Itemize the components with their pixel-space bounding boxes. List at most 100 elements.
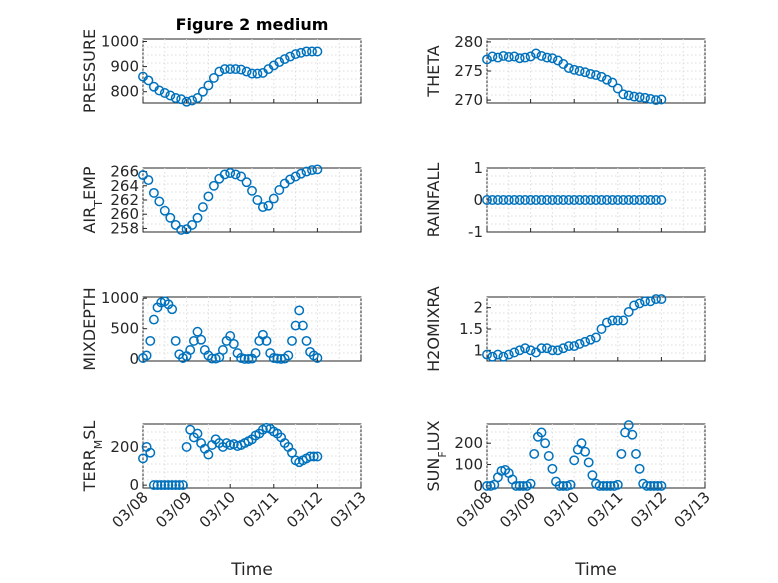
data-point [312,46,323,57]
data-point [308,451,319,462]
data-point [529,448,540,459]
data-point [542,343,552,354]
y-tick-label: 1 [473,159,483,177]
data-point [634,298,645,309]
data-point [645,296,656,307]
data-point [230,64,241,75]
data-point [148,480,159,491]
data-point [634,92,645,103]
data-point [219,64,230,75]
data-point [531,195,541,205]
data-point [187,219,198,230]
data-point [498,50,509,61]
data-point [598,480,609,491]
data-point [585,195,596,205]
data-point [525,345,536,356]
data-point [563,63,574,74]
data-point [312,353,323,363]
data-point [558,480,569,491]
data-point [138,453,148,464]
data-point [503,349,514,360]
data-point [482,195,492,205]
data-point [272,353,283,364]
data-point [525,51,536,62]
data-point [596,71,607,82]
data-point [509,51,520,62]
data-point [138,170,148,181]
data-point [274,57,285,68]
data-point [601,480,612,491]
x-tick-label: 03/09 [152,488,195,531]
data-point [252,195,263,205]
data-point [285,51,296,62]
data-point [290,171,301,182]
data-point [185,424,196,435]
data-point [656,480,667,491]
data-point [547,463,558,474]
y-tick-label: 200 [110,438,139,456]
data-point [492,195,503,205]
data-point [197,202,208,213]
data-point [143,75,154,86]
data-point [552,195,563,205]
data-point [290,320,301,331]
data-point [296,168,306,179]
data-point [287,447,297,458]
data-point [629,195,640,205]
data-point [547,345,558,356]
data-point [509,347,520,358]
x-tick-label: 03/12 [627,488,670,531]
x-tick-label: 03/10 [196,488,239,531]
data-point [152,480,163,491]
y-tick-label: 258 [110,219,139,237]
data-point [587,470,598,481]
data-point [594,480,605,491]
data-point [525,478,536,489]
data-point [141,350,152,361]
y-tick-label: 0 [129,476,139,494]
data-point [312,164,323,175]
data-point [170,93,181,103]
data-point [558,343,569,354]
data-point [148,314,159,325]
data-point [236,171,247,182]
data-point [487,51,498,62]
y-axis-label: PRESSURE [80,29,99,113]
data-point [261,335,272,346]
data-point [536,343,547,354]
data-point [576,438,587,449]
data-point [596,324,607,334]
x-tick-label: 03/11 [583,488,626,531]
data-point [547,195,558,205]
data-point [167,304,178,315]
data-point [580,195,591,205]
data-point [145,335,156,346]
figure-title: Figure 2 medium [176,15,329,34]
subplot-theta: 270 275 280 THETA [424,33,706,109]
data-point [196,334,207,345]
data-point [585,334,596,345]
data-point [498,351,509,362]
y-tick-label: 270 [454,91,483,109]
data-point [159,480,170,491]
x-tick-label: 03/09 [496,488,539,531]
data-point [536,50,547,61]
y-axis-label: AIRTEMP [80,166,105,233]
data-point [247,68,257,79]
data-point [239,353,250,364]
data-point [156,480,167,491]
data-point [163,480,174,491]
y-tick-label: 1 [473,341,483,359]
y-axis-label: SUNFLUX [424,420,449,491]
data-point [492,349,503,360]
data-point [645,195,656,205]
data-point [651,195,661,205]
data-point [287,335,297,346]
data-point [145,447,156,458]
data-point [241,66,252,77]
data-point [181,441,192,452]
y-tick-label: 280 [454,33,483,51]
data-point [148,187,159,198]
